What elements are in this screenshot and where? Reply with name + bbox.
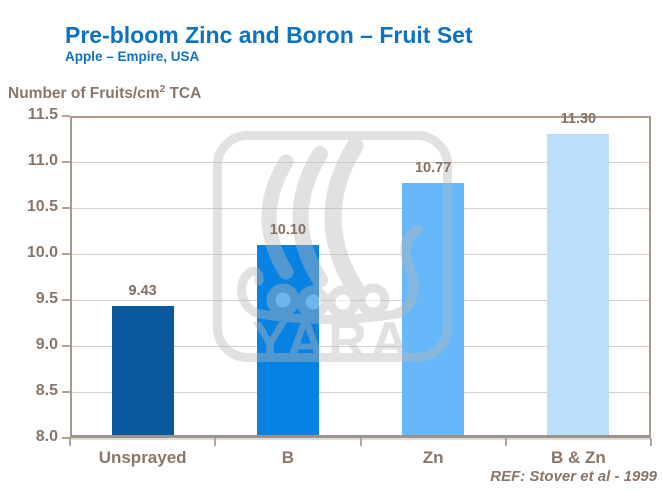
bar-value-label: 11.30 [560, 111, 597, 128]
y-tick-mark [62, 207, 70, 209]
y-tick-label: 11.5 [27, 106, 58, 123]
y-tick-label: 8.5 [35, 382, 58, 399]
y-tick-mark [62, 391, 70, 393]
y-tick-mark [62, 345, 70, 347]
y-tick-mark [62, 299, 70, 301]
x-tick-mark [504, 438, 507, 446]
y-tick-label: 10.0 [26, 244, 58, 261]
reference-note: REF: Stover et al - 1999 [490, 468, 657, 485]
chart-subtitle: Apple – Empire, USA [65, 49, 200, 64]
y-tick-label: 8.0 [35, 428, 58, 445]
category-label: Unsprayed [98, 448, 187, 467]
gridline [70, 346, 651, 347]
category-label: B & Zn [550, 448, 606, 467]
y-axis-title: Number of Fruits/cm2 TCA [8, 84, 201, 103]
bar-value-label: 10.77 [414, 160, 452, 177]
y-tick-mark [62, 115, 70, 117]
x-tick-mark [359, 438, 362, 446]
bar-value-label: 10.10 [269, 221, 307, 238]
gridline [70, 254, 651, 255]
category-label: B [281, 448, 295, 467]
y-tick-label: 9.0 [35, 336, 58, 353]
x-tick-mark [69, 438, 71, 446]
y-tick-label: 10.5 [26, 198, 58, 215]
bar-Unsprayed [111, 306, 174, 438]
gridline [70, 392, 651, 393]
y-axis-title-text: Number of Fruits/cm [8, 85, 160, 103]
x-tick-mark [214, 438, 217, 446]
y-tick-label: 11.0 [27, 152, 58, 169]
watermark-sail-icon [324, 137, 364, 297]
y-tick-mark [62, 437, 70, 439]
y-axis-title-suffix: TCA [165, 85, 202, 103]
gridline [70, 300, 651, 301]
plot-area: YARA [70, 116, 651, 438]
gridline [70, 162, 651, 163]
x-tick-mark [650, 438, 652, 446]
y-tick-mark [62, 253, 70, 255]
y-axis-title-superscript: 2 [159, 84, 166, 95]
gridline [70, 208, 651, 209]
chart-title: Pre-bloom Zinc and Boron – Fruit Set [65, 22, 473, 48]
y-tick-label: 9.5 [35, 290, 58, 307]
y-tick-mark [62, 161, 70, 163]
bar-B [256, 244, 319, 438]
bar-B & Zn [547, 134, 610, 438]
watermark-shield-icon [326, 285, 360, 319]
bar-value-label: 9.43 [128, 283, 157, 300]
bar-Zn [402, 183, 465, 438]
category-label: Zn [422, 448, 444, 467]
